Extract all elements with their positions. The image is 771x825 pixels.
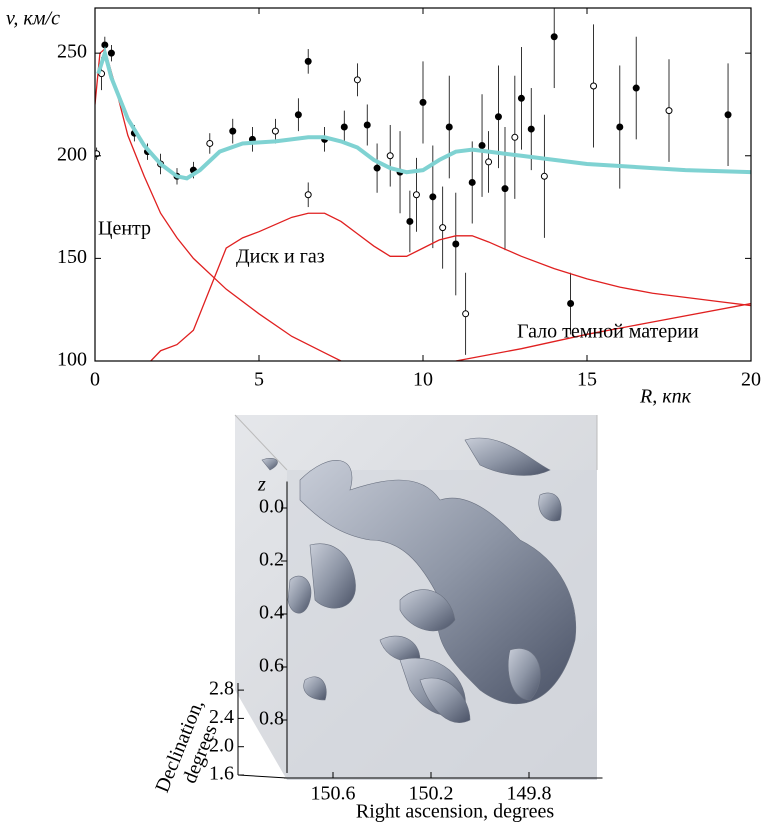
- data-point: [107, 49, 115, 57]
- x-axis-label: R, кпк: [639, 386, 692, 408]
- data-point: [550, 33, 558, 41]
- data-point: [478, 142, 486, 150]
- z-tick-label: 0.8: [259, 708, 284, 730]
- x-tick-label: 10: [413, 369, 433, 391]
- declination-tick-label: 2.4: [209, 706, 234, 728]
- data-point: [445, 123, 453, 131]
- data-point: [353, 76, 361, 84]
- y-tick-label: 250: [57, 41, 87, 63]
- data-point: [494, 113, 502, 121]
- y-tick-label: 150: [57, 246, 87, 268]
- ra-tick-label: 149.8: [507, 783, 552, 805]
- data-point: [95, 150, 101, 158]
- y-tick-label: 100: [57, 349, 87, 371]
- annotation: Центр: [98, 218, 151, 240]
- ra-tick-label: 150.2: [409, 783, 454, 805]
- x-tick-label: 5: [254, 369, 264, 391]
- x-tick-label: 0: [90, 369, 100, 391]
- z-tick-label: 0.4: [259, 602, 284, 624]
- data-point: [294, 111, 302, 119]
- z-tick-label: 0.0: [259, 496, 284, 518]
- data-point: [567, 300, 575, 308]
- component-curve: [150, 212, 751, 361]
- declination-tick-label: 2.8: [209, 678, 234, 700]
- data-point: [462, 310, 470, 318]
- data-point: [439, 224, 447, 232]
- z-tick-label: 0.2: [259, 549, 284, 571]
- plot-area: [95, 8, 751, 361]
- data-point: [412, 191, 420, 199]
- axis-edge: [237, 774, 288, 779]
- total-curve: [96, 46, 751, 181]
- annotation: Диск и газ: [236, 246, 325, 268]
- z-axis-label: z: [257, 474, 266, 496]
- data-point: [527, 125, 535, 133]
- data-point: [452, 240, 460, 248]
- plot-frame: [94, 7, 752, 362]
- chart: 0 5 10 15 20 100 150 200 250 v, км/с R, кпк Центр Ди…: [6, 7, 761, 823]
- y-axis-label: v, км/с: [6, 8, 60, 30]
- data-point: [340, 123, 348, 131]
- declination-tick-label: 2.0: [209, 734, 234, 756]
- x-tick-label: 20: [741, 369, 761, 391]
- data-point: [485, 158, 493, 166]
- data-point: [590, 82, 598, 90]
- data-point: [373, 164, 381, 172]
- data-point: [540, 172, 548, 180]
- component-curve: [455, 302, 751, 361]
- data-point: [304, 191, 312, 199]
- ra-tick-label: 150.6: [311, 783, 356, 805]
- data-point: [419, 98, 427, 106]
- y-tick-label: 200: [57, 143, 87, 165]
- data-point: [429, 193, 437, 201]
- component-curve: [95, 47, 342, 361]
- data-point: [468, 178, 476, 186]
- data-point: [304, 57, 312, 65]
- data-point: [665, 107, 673, 115]
- data-point: [271, 127, 279, 135]
- ra-axis-label: Right ascension, degrees: [356, 801, 554, 823]
- isosurfaces: [261, 437, 577, 723]
- annotation: Гало темной материи: [517, 321, 699, 343]
- z-tick-label: 0.6: [259, 655, 284, 677]
- data-point: [229, 127, 237, 135]
- data-point: [206, 139, 214, 147]
- data-point: [363, 121, 371, 129]
- data-point: [517, 94, 525, 102]
- data-point: [632, 84, 640, 92]
- data-point: [386, 152, 394, 160]
- data-point: [406, 217, 414, 225]
- x-tick-label: 15: [577, 369, 597, 391]
- declination-tick-label: 1.6: [209, 763, 234, 785]
- data-point: [511, 133, 519, 141]
- data-point: [724, 111, 732, 119]
- data-point: [616, 123, 624, 131]
- data-point: [501, 185, 509, 193]
